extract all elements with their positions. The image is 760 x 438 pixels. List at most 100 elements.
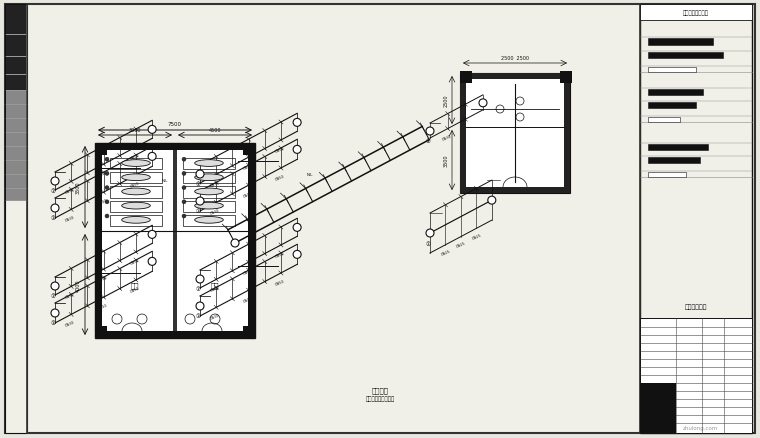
Text: 女厕: 女厕 [211, 282, 219, 288]
Text: 教学楼给排水设计: 教学楼给排水设计 [683, 10, 709, 16]
Bar [640, 399, 676, 407]
Text: ①: ① [426, 139, 430, 144]
Bar [640, 5, 752, 21]
Bar [243, 144, 255, 155]
Ellipse shape [122, 160, 150, 167]
Text: 3000: 3000 [128, 128, 141, 133]
Text: ①: ① [51, 293, 55, 298]
Circle shape [426, 128, 434, 136]
Bar [460, 74, 570, 194]
Bar [6, 106, 26, 119]
Circle shape [182, 172, 186, 176]
Bar [6, 6, 26, 35]
Text: 4000: 4000 [76, 279, 81, 291]
Circle shape [51, 205, 59, 212]
Circle shape [293, 224, 301, 232]
Ellipse shape [195, 174, 223, 181]
Circle shape [426, 230, 434, 237]
Bar [648, 118, 680, 123]
Text: DN50: DN50 [130, 285, 141, 293]
Bar [110, 173, 162, 184]
Bar [6, 176, 26, 189]
Circle shape [293, 251, 301, 259]
Bar [640, 415, 676, 423]
Circle shape [293, 119, 301, 127]
Bar [95, 331, 255, 338]
Bar [110, 187, 162, 198]
Bar [6, 92, 26, 105]
Bar [95, 144, 107, 155]
Text: DN30: DN30 [210, 285, 220, 292]
Text: DN50: DN50 [274, 278, 285, 286]
Bar [183, 187, 235, 198]
Bar [5, 5, 27, 433]
Ellipse shape [195, 203, 223, 209]
Bar [6, 120, 26, 133]
Bar [6, 36, 26, 57]
Circle shape [105, 215, 109, 219]
Circle shape [105, 200, 109, 205]
Text: DN50: DN50 [130, 258, 141, 265]
Text: ①: ① [51, 215, 55, 220]
Text: DN30: DN30 [210, 208, 220, 215]
Text: 某中学教学楼: 某中学教学楼 [685, 304, 708, 309]
Ellipse shape [122, 217, 150, 224]
Circle shape [148, 231, 156, 239]
Text: 男厕: 男厕 [131, 282, 139, 288]
Text: ①: ① [51, 320, 55, 325]
Bar [640, 318, 752, 433]
Ellipse shape [195, 160, 223, 167]
Text: DN50: DN50 [274, 251, 285, 258]
Bar [648, 103, 696, 109]
Bar [95, 144, 255, 151]
Bar [648, 173, 686, 177]
Circle shape [231, 240, 239, 247]
Bar [640, 5, 752, 433]
Text: zhulong.com: zhulong.com [682, 426, 717, 431]
Bar [460, 187, 570, 194]
Bar [560, 72, 572, 84]
Text: 7500: 7500 [168, 122, 182, 127]
Text: DN40: DN40 [242, 191, 253, 198]
Circle shape [148, 153, 156, 161]
Bar [110, 215, 162, 226]
Bar [183, 159, 235, 170]
Text: 图纸说明: 图纸说明 [372, 387, 388, 393]
Circle shape [196, 171, 204, 179]
Circle shape [148, 258, 156, 266]
Text: DN40: DN40 [97, 198, 108, 205]
Ellipse shape [122, 203, 150, 209]
Bar [6, 162, 26, 175]
Bar [648, 90, 703, 96]
Text: DN30: DN30 [210, 313, 220, 320]
Bar [648, 39, 713, 46]
Text: DN30: DN30 [210, 180, 220, 187]
Text: ①: ① [195, 182, 201, 187]
Circle shape [182, 200, 186, 205]
Text: DN30: DN30 [65, 215, 75, 223]
Circle shape [182, 158, 186, 162]
Text: DN30: DN30 [65, 292, 75, 299]
Text: ①: ① [426, 241, 430, 247]
Bar [648, 145, 708, 151]
Bar [564, 74, 570, 194]
Text: DN25: DN25 [455, 241, 466, 248]
Text: DN30: DN30 [65, 187, 75, 194]
Circle shape [196, 198, 204, 205]
Circle shape [51, 283, 59, 290]
Text: DN25: DN25 [471, 233, 482, 240]
Bar [460, 74, 570, 80]
Bar [183, 201, 235, 212]
Text: DN50: DN50 [130, 180, 141, 188]
Text: DN40: DN40 [242, 268, 253, 275]
Bar [648, 68, 696, 73]
Bar [460, 72, 472, 84]
Circle shape [148, 126, 156, 134]
Ellipse shape [122, 189, 150, 195]
Bar [640, 423, 676, 433]
Text: N.L: N.L [307, 173, 313, 177]
Circle shape [488, 197, 496, 205]
Circle shape [293, 146, 301, 154]
Text: 3500: 3500 [76, 181, 81, 194]
Bar [173, 151, 177, 331]
